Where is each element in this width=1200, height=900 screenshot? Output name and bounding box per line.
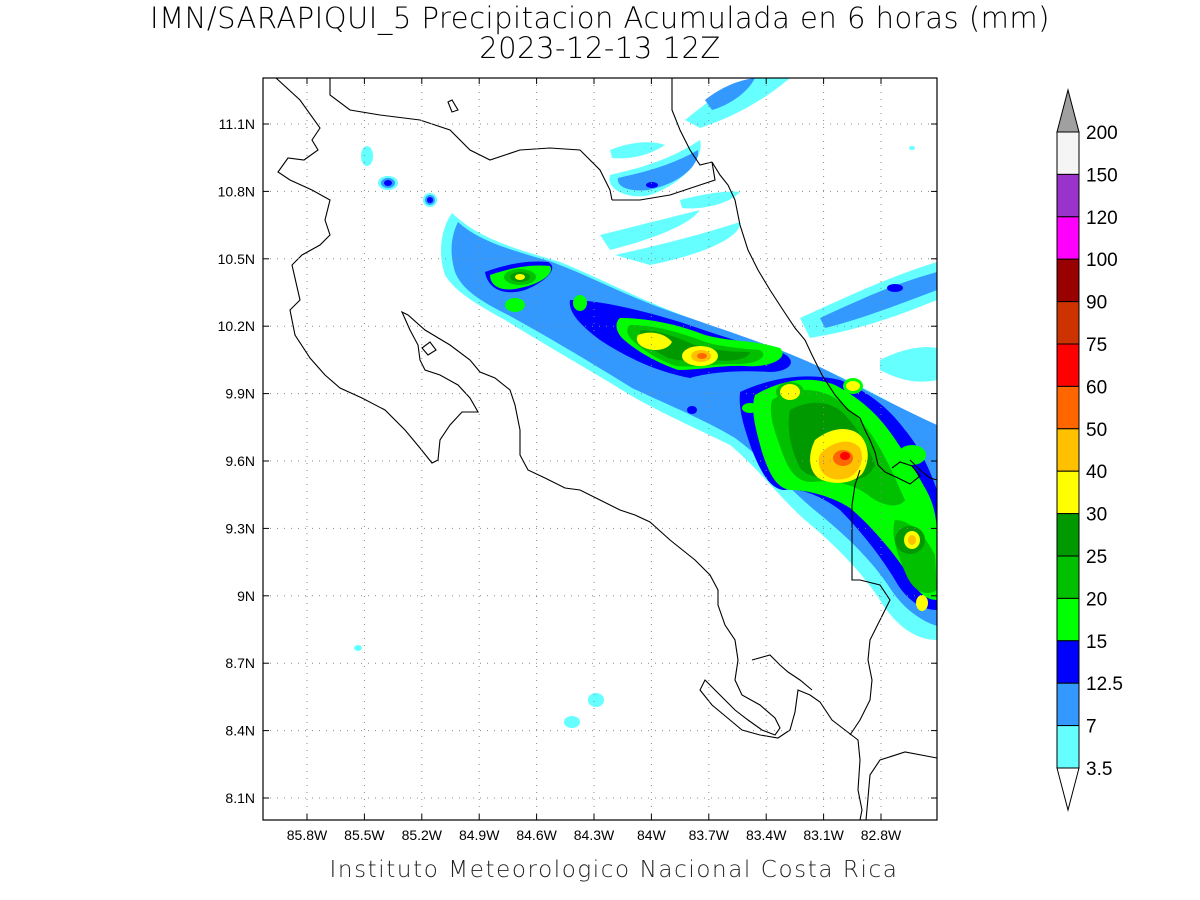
y-tick-label: 8.4N: [225, 723, 255, 739]
precipitation-field: [354, 78, 937, 728]
colorbar-swatch: [1056, 470, 1080, 515]
x-tick-label: 84.6W: [516, 827, 557, 843]
y-tick-label: 8.7N: [225, 655, 255, 671]
y-tick-label: 9.3N: [225, 520, 255, 536]
credit-text: Instituto Meteorologico Nacional Costa R…: [329, 857, 899, 883]
colorbar-swatch: [1056, 640, 1080, 684]
colorbar-top-arrow: [1056, 88, 1080, 133]
map-subtitle-date: 2023-12-13 12Z: [479, 31, 721, 65]
y-tick-label: 11.1N: [219, 116, 255, 132]
colorbar-swatch: [1056, 597, 1080, 642]
colorbar-label: 50: [1086, 420, 1107, 441]
y-tick-label: 9.9N: [225, 386, 255, 402]
y-tick-label: 10.5N: [218, 251, 255, 267]
colorbar-swatch: [1056, 555, 1080, 599]
colorbar-label: 25: [1086, 547, 1107, 568]
map-frame: [262, 77, 938, 821]
x-tick-label: 84.3W: [574, 827, 615, 843]
x-tick-label: 83.7W: [689, 827, 730, 843]
y-axis: 11.1N 10.8N 10.5N 10.2N 9.9N 9.6N 9.3N 9N 8.7N 8.…: [218, 116, 937, 806]
colorbar-swatch: [1056, 682, 1080, 727]
colorbar-swatch: [1056, 428, 1080, 472]
x-tick-label: 84.9W: [459, 827, 500, 843]
x-tick-label: 85.8W: [287, 827, 328, 843]
x-axis: 85.8W 85.5W 85.2W 84.9W 84.6W 84.3W 84W 83.7W 83…: [287, 78, 902, 843]
colorbar-swatch: [1056, 513, 1080, 557]
colorbar-swatch: [1056, 173, 1080, 218]
colorbar-label: 30: [1086, 505, 1107, 526]
colorbar-label: 120: [1086, 208, 1118, 229]
colorbar-label: 60: [1086, 377, 1107, 398]
colorbar-label: 75: [1086, 335, 1107, 356]
y-tick-label: 10.2N: [218, 318, 255, 334]
colorbar-label: 90: [1086, 293, 1107, 314]
colorbar-label: 15: [1086, 632, 1107, 653]
colorbar-label: 7: [1086, 717, 1097, 738]
colorbar: 200 150 120 100 90 75 60 50 40 30 25 20 15 12.5 7 3.5: [1056, 88, 1123, 812]
map-title: IMN/SARAPIQUI_5 Precipitacion Acumulada …: [150, 1, 1050, 35]
coastline: [275, 78, 937, 820]
colorbar-bottom-arrow: [1056, 767, 1080, 812]
x-tick-label: 85.5W: [344, 827, 385, 843]
colorbar-label: 3.5: [1086, 759, 1112, 780]
colorbar-swatch: [1056, 725, 1080, 769]
y-tick-label: 8.1N: [225, 790, 255, 806]
grid-lines: [263, 78, 937, 820]
colorbar-label: 200: [1086, 123, 1118, 144]
y-tick-label: 10.8N: [218, 183, 255, 199]
y-tick-label: 9.6N: [225, 453, 255, 469]
colorbar-swatch: [1056, 131, 1080, 175]
colorbar-label: 150: [1086, 165, 1118, 186]
x-tick-label: 83.1W: [803, 827, 844, 843]
colorbar-swatch: [1056, 343, 1080, 387]
colorbar-swatch: [1056, 216, 1080, 260]
x-tick-label: 85.2W: [402, 827, 443, 843]
colorbar-label: 40: [1086, 462, 1107, 483]
colorbar-label: 100: [1086, 250, 1118, 271]
colorbar-swatch: [1056, 385, 1080, 430]
colorbar-label: 12.5: [1086, 674, 1123, 695]
colorbar-swatch: [1056, 258, 1080, 303]
y-tick-label: 9N: [237, 588, 255, 604]
colorbar-swatch: [1056, 301, 1080, 345]
x-tick-label: 82.8W: [861, 827, 902, 843]
colorbar-label: 20: [1086, 589, 1107, 610]
x-tick-label: 84W: [637, 827, 667, 843]
x-tick-label: 83.4W: [746, 827, 787, 843]
